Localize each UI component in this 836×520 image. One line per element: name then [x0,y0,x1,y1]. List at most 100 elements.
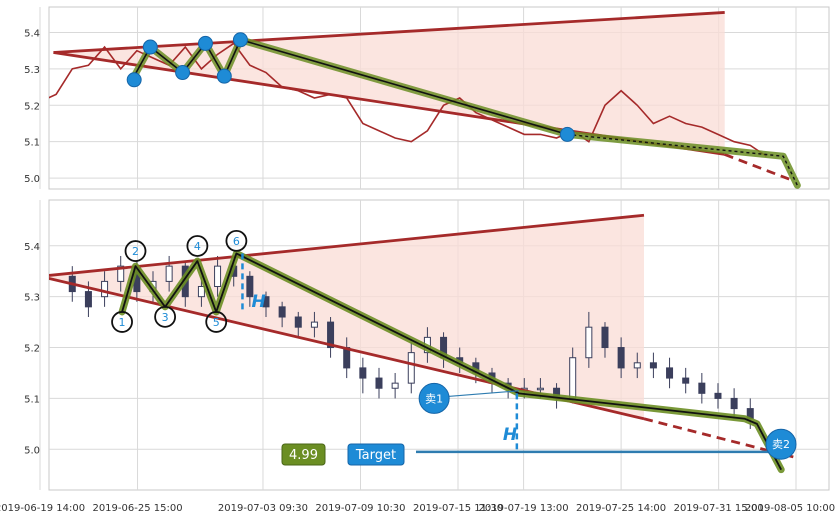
candle-body [246,275,254,298]
bottom-x-axis: 2019-06-19 14:00 2019-06-25 15:00 2019-07-… [0,503,835,514]
wave-label-4: 4 [186,235,209,257]
candle [101,271,109,307]
candle-body [407,352,415,384]
candle [246,271,254,307]
candle [391,372,399,399]
candle-body [343,347,351,369]
sell-marker-text: 卖2 [772,438,790,451]
candle [375,367,383,399]
top-channel-upper-line [53,11,725,54]
candle-body [714,392,722,399]
candle-body [327,321,335,349]
sell-marker-2: 卖2 [765,428,797,460]
target-label-box: Target [347,443,405,466]
bottom-xtick-label: 2019-07-09 10:30 [315,503,405,514]
top-pivot-marker [197,35,213,51]
top-pivot-marker [175,65,191,81]
bottom-panel: 5.05.15.25.35.4 2019-06-19 14:00 2019-06-… [0,199,835,514]
bottom-xtick-label: 2019-07-15 11:30 [413,503,503,514]
bottom-xtick-label: 2019-07-31 15:00 [674,503,764,514]
h-marker-label: H [251,292,265,312]
candle [310,311,318,338]
wave-label-1: 1 [111,311,133,333]
wave-label-2: 2 [124,240,147,262]
target-value-box: 4.99 [281,443,326,466]
candle [294,311,302,338]
candle [327,317,335,358]
candle-body [569,357,577,399]
candle [714,383,722,409]
bottom-xtick-label: 2019-07-25 14:00 [576,503,666,514]
top-y-axis: 5.0 5.1 5.2 5.3 5.4 [24,28,40,185]
sell-marker-1: 卖1 [418,382,450,414]
target-value-text: 4.99 [289,448,318,463]
candle-body [391,382,399,389]
bottom-ytick-label: 5.4 [24,242,40,253]
candle-body [101,280,109,298]
top-pivot-marker [142,39,158,55]
top-ytick-label: 5.1 [24,138,40,149]
candle-body [698,382,706,394]
sell-1-connector [448,390,519,398]
candle-body [294,316,302,328]
candle [682,367,690,394]
candle-body [633,362,641,369]
top-pivot-marker [216,68,232,84]
bottom-channel-upper-line [49,213,645,277]
candle [278,301,286,328]
top-pivot-markers [126,32,575,142]
wave-label-ring [186,235,209,257]
sell-marker-text: 卖1 [425,392,443,405]
top-pivot-marker [559,126,575,142]
top-ytick-label: 5.0 [24,174,40,185]
candle [407,342,415,394]
top-ytick-label: 5.3 [24,65,40,76]
wave-label-text: 2 [132,245,139,258]
candle-body [617,347,625,369]
candle-body [649,362,657,369]
wave-label-6: 6 [225,229,248,252]
bottom-xtick-label: 2019-06-19 14:00 [0,503,85,514]
candle [617,337,625,379]
top-ytick-label: 5.4 [24,28,40,39]
candle [117,255,125,292]
top-wave-path-projection [567,133,798,186]
target-label-text: Target [355,448,396,463]
top-channel-projection-line [724,153,790,181]
candle-body [730,397,738,410]
wave-label-ring [154,305,177,328]
candle [698,372,706,404]
sell-markers: 卖1 卖2 [418,382,797,460]
candle [666,357,674,389]
candle-body [278,306,286,318]
wave-label-ring [111,311,133,333]
candle-body [536,387,544,391]
bottom-y-axis: 5.0 5.1 5.2 5.3 5.4 [24,242,40,457]
top-pivot-marker [232,32,248,48]
candle [730,388,738,419]
bottom-xtick-label: 2019-07-03 09:30 [218,503,308,514]
candle-body [214,265,222,287]
wave-label-text: 6 [233,235,240,248]
candle [649,352,657,379]
wave-labels: 1 2 3 4 5 6 [111,229,248,333]
h-labels: HH [251,292,517,445]
wave-label-5: 5 [205,311,228,333]
candle [601,322,609,358]
wave-label-ring [124,240,147,262]
candle [214,255,222,297]
top-panel: 5.0 5.1 5.2 5.3 5.4 [24,6,830,190]
top-price-line [49,42,767,157]
top-pivot-marker [126,72,142,88]
bottom-ytick-label: 5.0 [24,445,40,456]
candle-body [682,377,690,384]
top-ytick-label: 5.2 [24,101,40,112]
wave-label-text: 3 [162,311,169,324]
candle-body [359,367,367,379]
wave-label-text: 5 [213,316,220,329]
bottom-xtick-label: 2019-07-19 13:00 [479,503,569,514]
wave-label-ring [205,311,228,333]
candle [633,352,641,379]
candle-body [117,265,125,282]
